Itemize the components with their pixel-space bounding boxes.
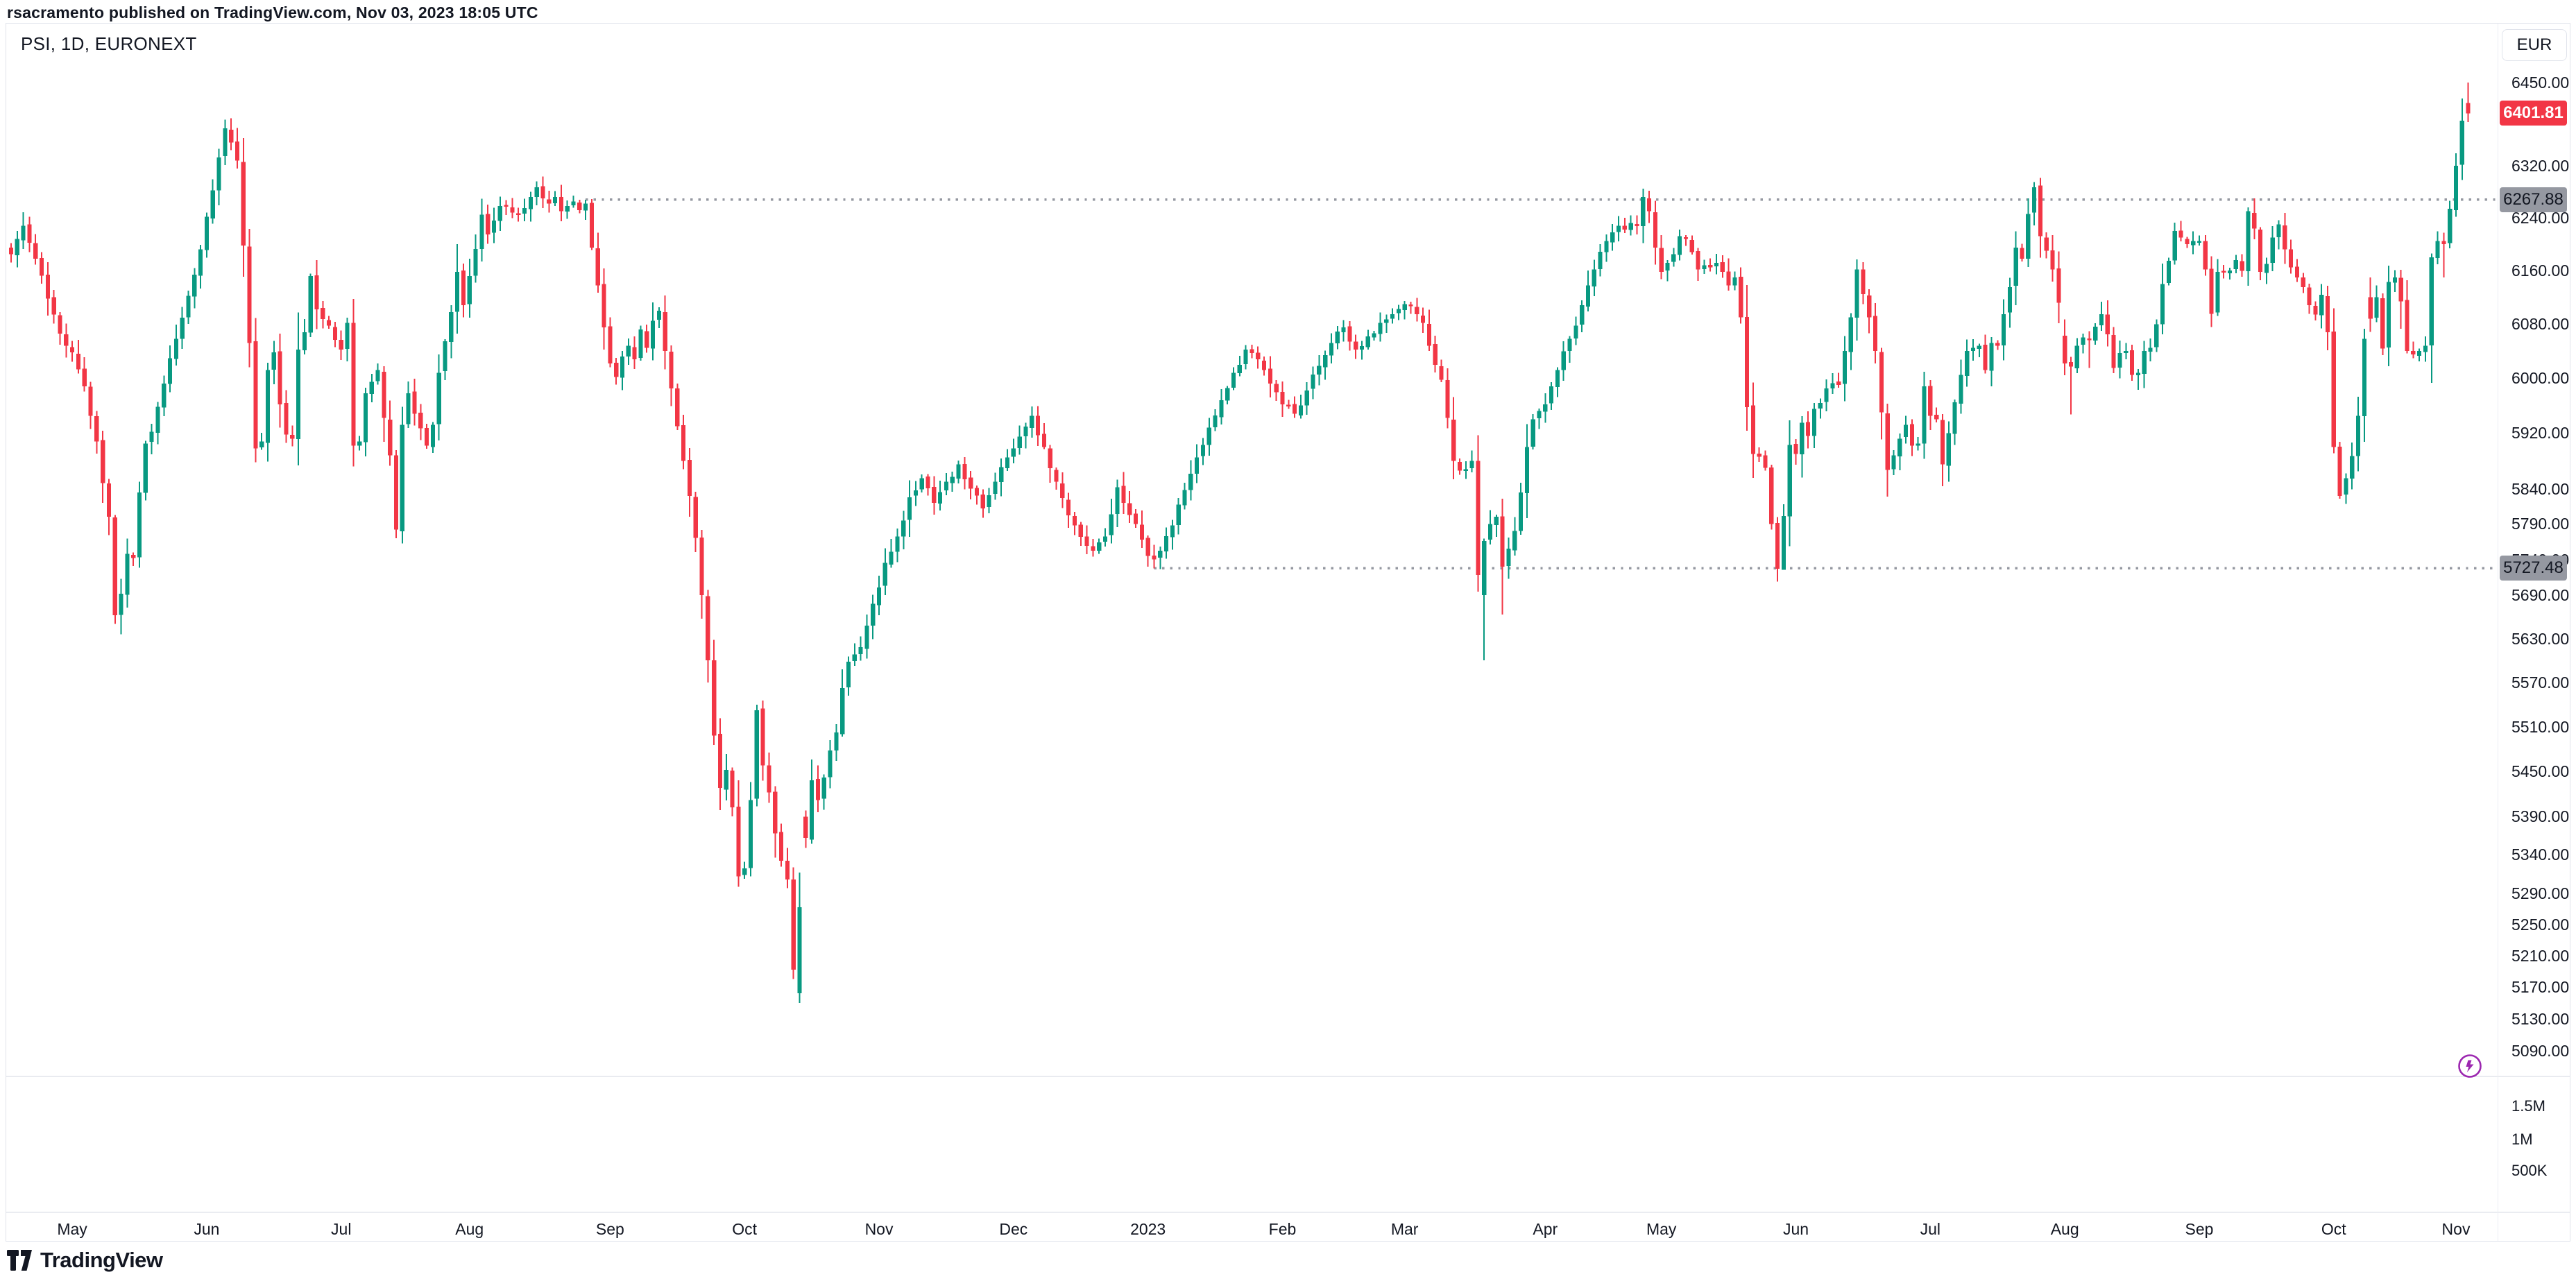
time-tick-label: Jun (194, 1220, 220, 1238)
price-tick-label: 5170.00 (2511, 978, 2570, 997)
time-tick-label: 2023 (1130, 1220, 1166, 1238)
price-tick-label: 5210.00 (2511, 946, 2570, 965)
symbol-legend[interactable]: PSI, 1D, EURONEXT (21, 33, 197, 54)
price-tick-label: 6450.00 (2511, 74, 2570, 92)
time-tick-label: Mar (1390, 1220, 1419, 1238)
price-tick-label: 5390.00 (2511, 807, 2570, 826)
time-tick-label: Aug (2050, 1220, 2079, 1238)
resistance-price-badge: 6267.88 (2500, 187, 2567, 212)
candles-up (15, 98, 2464, 1003)
tradingview-mark-icon (7, 1250, 32, 1271)
chart-panel (6, 23, 2570, 1242)
price-tick-label: 5510.00 (2511, 717, 2570, 736)
time-tick-label: Jun (1782, 1220, 1809, 1238)
time-tick-label: Oct (732, 1220, 758, 1238)
time-tick-label: Sep (595, 1220, 624, 1238)
time-tick-label: Jul (1920, 1220, 1941, 1238)
price-tick-label: 5570.00 (2511, 673, 2570, 692)
time-tick-label: Sep (2185, 1220, 2214, 1238)
volume-tick-label: 1.5M (2511, 1097, 2545, 1115)
volume-tick-label: 1M (2511, 1131, 2533, 1148)
lightning-icon (2466, 1060, 2474, 1072)
price-tick-label: 6080.00 (2511, 315, 2570, 334)
boost-circle-icon (2458, 1054, 2482, 1078)
currency-button[interactable]: EUR (2502, 29, 2567, 61)
price-tick-label: 6000.00 (2511, 369, 2570, 388)
price-tick-label: 5290.00 (2511, 884, 2570, 902)
price-tick-label: 5450.00 (2511, 762, 2570, 781)
time-tick-label: Dec (999, 1220, 1028, 1238)
price-tick-label: 5250.00 (2511, 915, 2570, 934)
time-tick-label: Feb (1268, 1220, 1297, 1238)
price-tick-label: 5130.00 (2511, 1009, 2570, 1028)
price-tick-label: 5840.00 (2511, 479, 2570, 498)
time-tick-label: Aug (455, 1220, 484, 1238)
price-tick-label: 5630.00 (2511, 629, 2570, 648)
time-tick-label: Nov (864, 1220, 894, 1238)
candles-down (8, 83, 2471, 979)
time-tick-label: May (57, 1220, 87, 1238)
time-tick-label: Oct (2321, 1220, 2346, 1238)
tradingview-logo[interactable]: TradingView (7, 1248, 163, 1273)
time-tick-label: Nov (2441, 1220, 2471, 1238)
time-tick-label: May (1646, 1220, 1677, 1238)
time-tick-label: Jul (331, 1220, 352, 1238)
price-tick-label: 5790.00 (2511, 515, 2570, 533)
price-tick-label: 6160.00 (2511, 261, 2570, 280)
boost-button[interactable] (2457, 1053, 2483, 1079)
price-tick-label: 5090.00 (2511, 1041, 2570, 1060)
tradingview-logo-text: TradingView (40, 1248, 163, 1272)
volume-tick-label: 500K (2511, 1162, 2548, 1179)
price-tick-label: 5340.00 (2511, 845, 2570, 864)
attribution-text: rsacramento published on TradingView.com… (7, 3, 538, 22)
price-tick-label: 5920.00 (2511, 424, 2570, 443)
last-price-badge: 6401.81 (2500, 101, 2567, 126)
price-tick-label: 6320.00 (2511, 157, 2570, 175)
price-tick-label: 5690.00 (2511, 586, 2570, 605)
time-tick-label: Apr (1533, 1220, 1558, 1238)
support-price-badge: 5727.48 (2500, 556, 2567, 581)
